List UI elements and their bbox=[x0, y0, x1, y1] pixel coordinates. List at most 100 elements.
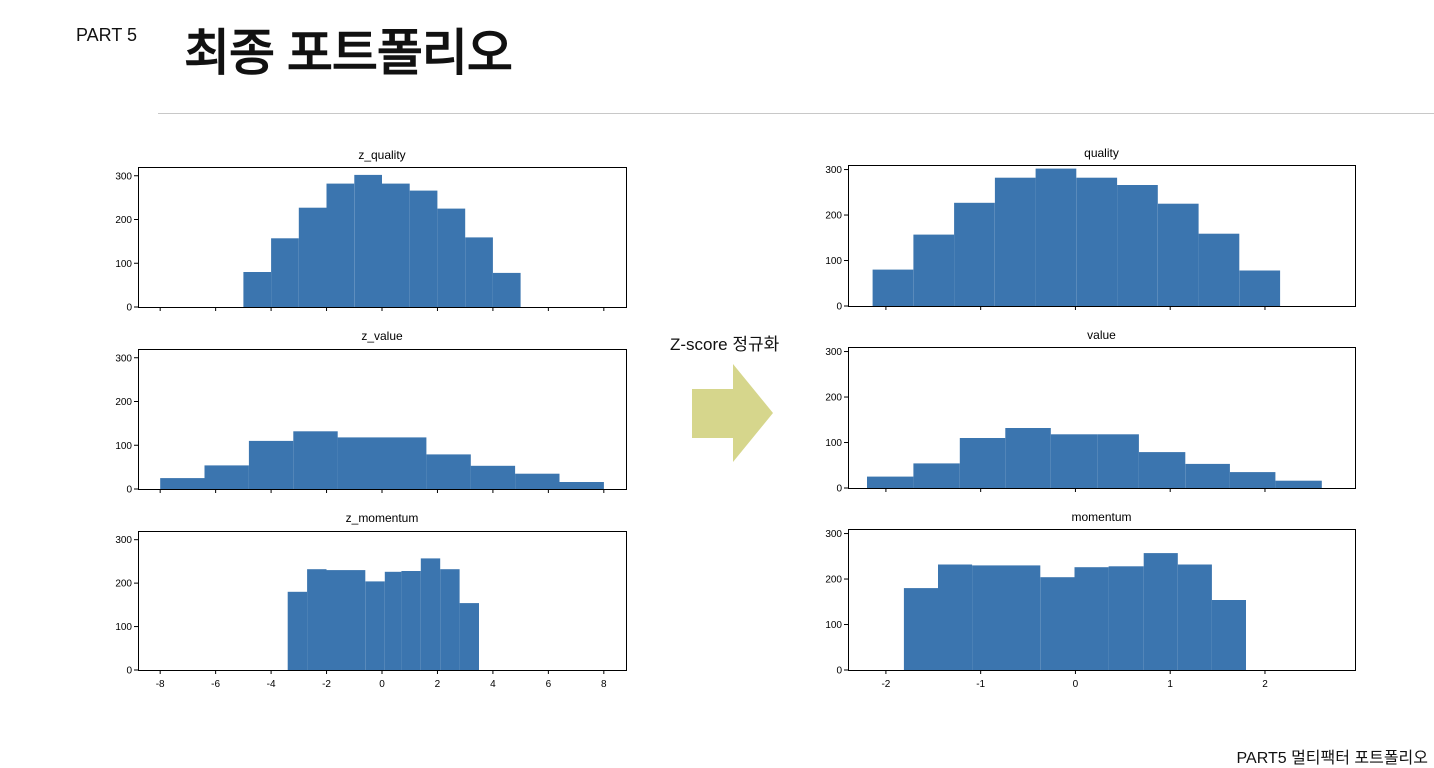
y-tick-label: 100 bbox=[825, 438, 842, 449]
histogram-bar bbox=[1097, 434, 1139, 488]
histogram-bar bbox=[1074, 567, 1109, 670]
histogram-bar bbox=[337, 437, 382, 489]
histogram-bar bbox=[459, 603, 479, 670]
y-tick-label: 300 bbox=[825, 529, 842, 540]
x-tick-label: 2 bbox=[1262, 679, 1268, 690]
histogram-bar bbox=[298, 207, 327, 307]
histogram-bar bbox=[465, 237, 493, 307]
histogram-bar bbox=[1198, 233, 1240, 306]
x-tick-label: 0 bbox=[1073, 679, 1079, 690]
histogram-bar bbox=[559, 482, 604, 489]
arrow-caption: Z-score 정규화 bbox=[670, 335, 780, 354]
histogram-title: z_momentum bbox=[346, 511, 419, 525]
histogram-panel-z_value: 0 100 200 300 z_value bbox=[115, 329, 627, 496]
page-title: 최종 포트폴리오 bbox=[184, 25, 513, 81]
histogram-panel-value: 0 100 200 300 value bbox=[825, 328, 1356, 495]
y-tick-label: 300 bbox=[115, 171, 132, 182]
histogram-bar bbox=[382, 183, 410, 307]
histogram-panel-z_momentum: 0 100 200 300 -8 -6 -4 -2 0 2 4 6 8 z_momentum bbox=[115, 511, 627, 690]
x-tick-label: -2 bbox=[881, 679, 890, 690]
histogram-bar bbox=[959, 438, 1006, 488]
plot-frame bbox=[848, 529, 1356, 671]
histogram-panel-z_quality: 0 100 200 300 z_quality bbox=[115, 148, 627, 314]
right-arrow-icon bbox=[692, 364, 773, 462]
x-tick-label: -1 bbox=[976, 679, 985, 690]
histogram-title: momentum bbox=[1071, 510, 1131, 524]
x-tick-label: 2 bbox=[435, 679, 441, 690]
histogram-bar bbox=[437, 208, 466, 307]
histogram-bar bbox=[1229, 472, 1276, 488]
histogram-bar bbox=[1138, 452, 1186, 488]
y-tick-label: 100 bbox=[825, 620, 842, 631]
histogram-bar bbox=[1185, 463, 1230, 488]
histogram-bar bbox=[954, 202, 995, 306]
y-tick-label: 200 bbox=[115, 397, 132, 408]
histogram-title: z_value bbox=[361, 329, 403, 343]
x-tick-label: -8 bbox=[156, 679, 165, 690]
y-tick-label: 300 bbox=[115, 353, 132, 364]
x-tick-label: -2 bbox=[322, 679, 331, 690]
histogram-bar bbox=[307, 569, 327, 670]
histogram-bar bbox=[867, 476, 914, 488]
histogram-bar bbox=[271, 238, 299, 307]
histogram-bar bbox=[972, 565, 1041, 670]
histogram-title: value bbox=[1087, 328, 1116, 342]
x-tick-label: 6 bbox=[546, 679, 552, 690]
histogram-bar bbox=[1211, 600, 1246, 670]
histogram-bar bbox=[470, 465, 516, 489]
y-tick-label: 100 bbox=[115, 441, 132, 452]
histogram-bar bbox=[903, 588, 938, 670]
y-tick-label: 0 bbox=[126, 303, 132, 314]
histogram-bar bbox=[1005, 428, 1051, 488]
y-tick-label: 100 bbox=[825, 256, 842, 267]
histogram-bar bbox=[326, 570, 366, 670]
histogram-bar bbox=[365, 581, 385, 670]
histogram-panel-quality: 0 100 200 300 quality bbox=[825, 146, 1356, 313]
header-divider bbox=[158, 113, 1434, 114]
histogram-bar bbox=[160, 478, 205, 489]
histogram-bar bbox=[248, 440, 294, 489]
y-tick-label: 0 bbox=[126, 485, 132, 496]
histogram-bar bbox=[287, 591, 308, 670]
histogram-bar bbox=[384, 571, 402, 670]
histogram-bar bbox=[1157, 203, 1199, 306]
histogram-bar bbox=[994, 177, 1036, 306]
y-tick-label: 200 bbox=[825, 393, 842, 404]
histogram-panel-momentum: 0 100 200 300 -2 -1 0 1 2 momentum bbox=[825, 510, 1356, 690]
y-tick-label: 200 bbox=[825, 211, 842, 222]
histogram-bar bbox=[913, 234, 955, 306]
histogram-bar bbox=[409, 190, 438, 307]
histogram-bar bbox=[872, 269, 914, 306]
x-tick-label: -4 bbox=[267, 679, 276, 690]
footer-label: PART5 멀티팩터 포트폴리오 bbox=[1236, 750, 1428, 767]
x-tick-label: 8 bbox=[601, 679, 607, 690]
histogram-bar bbox=[938, 564, 973, 670]
x-tick-label: 0 bbox=[379, 679, 385, 690]
y-tick-label: 200 bbox=[115, 215, 132, 226]
x-tick-label: -6 bbox=[211, 679, 220, 690]
histogram-bar bbox=[1117, 185, 1158, 306]
y-tick-label: 0 bbox=[126, 666, 132, 677]
histogram-bar bbox=[1076, 177, 1118, 306]
histogram-bar bbox=[1143, 553, 1178, 670]
y-tick-label: 0 bbox=[836, 666, 842, 677]
histogram-bar bbox=[354, 174, 382, 307]
histogram-bar bbox=[1239, 270, 1281, 306]
histogram-bar bbox=[420, 558, 441, 670]
histogram-bar bbox=[1177, 564, 1212, 670]
histogram-bar bbox=[440, 569, 460, 670]
histogram-bar bbox=[426, 454, 471, 489]
y-tick-label: 300 bbox=[115, 535, 132, 546]
x-tick-label: 4 bbox=[490, 679, 496, 690]
histogram-bar bbox=[401, 571, 421, 670]
histogram-bar bbox=[204, 465, 249, 489]
histogram-bar bbox=[382, 437, 427, 489]
histogram-bar bbox=[1275, 480, 1322, 488]
histogram-bar bbox=[515, 473, 560, 489]
histogram-title: z_quality bbox=[358, 148, 405, 162]
y-tick-label: 300 bbox=[825, 347, 842, 358]
plot-frame bbox=[848, 165, 1356, 307]
histogram-bar bbox=[1108, 566, 1144, 670]
histogram-bar bbox=[293, 431, 338, 490]
histogram-bar bbox=[1040, 577, 1075, 670]
